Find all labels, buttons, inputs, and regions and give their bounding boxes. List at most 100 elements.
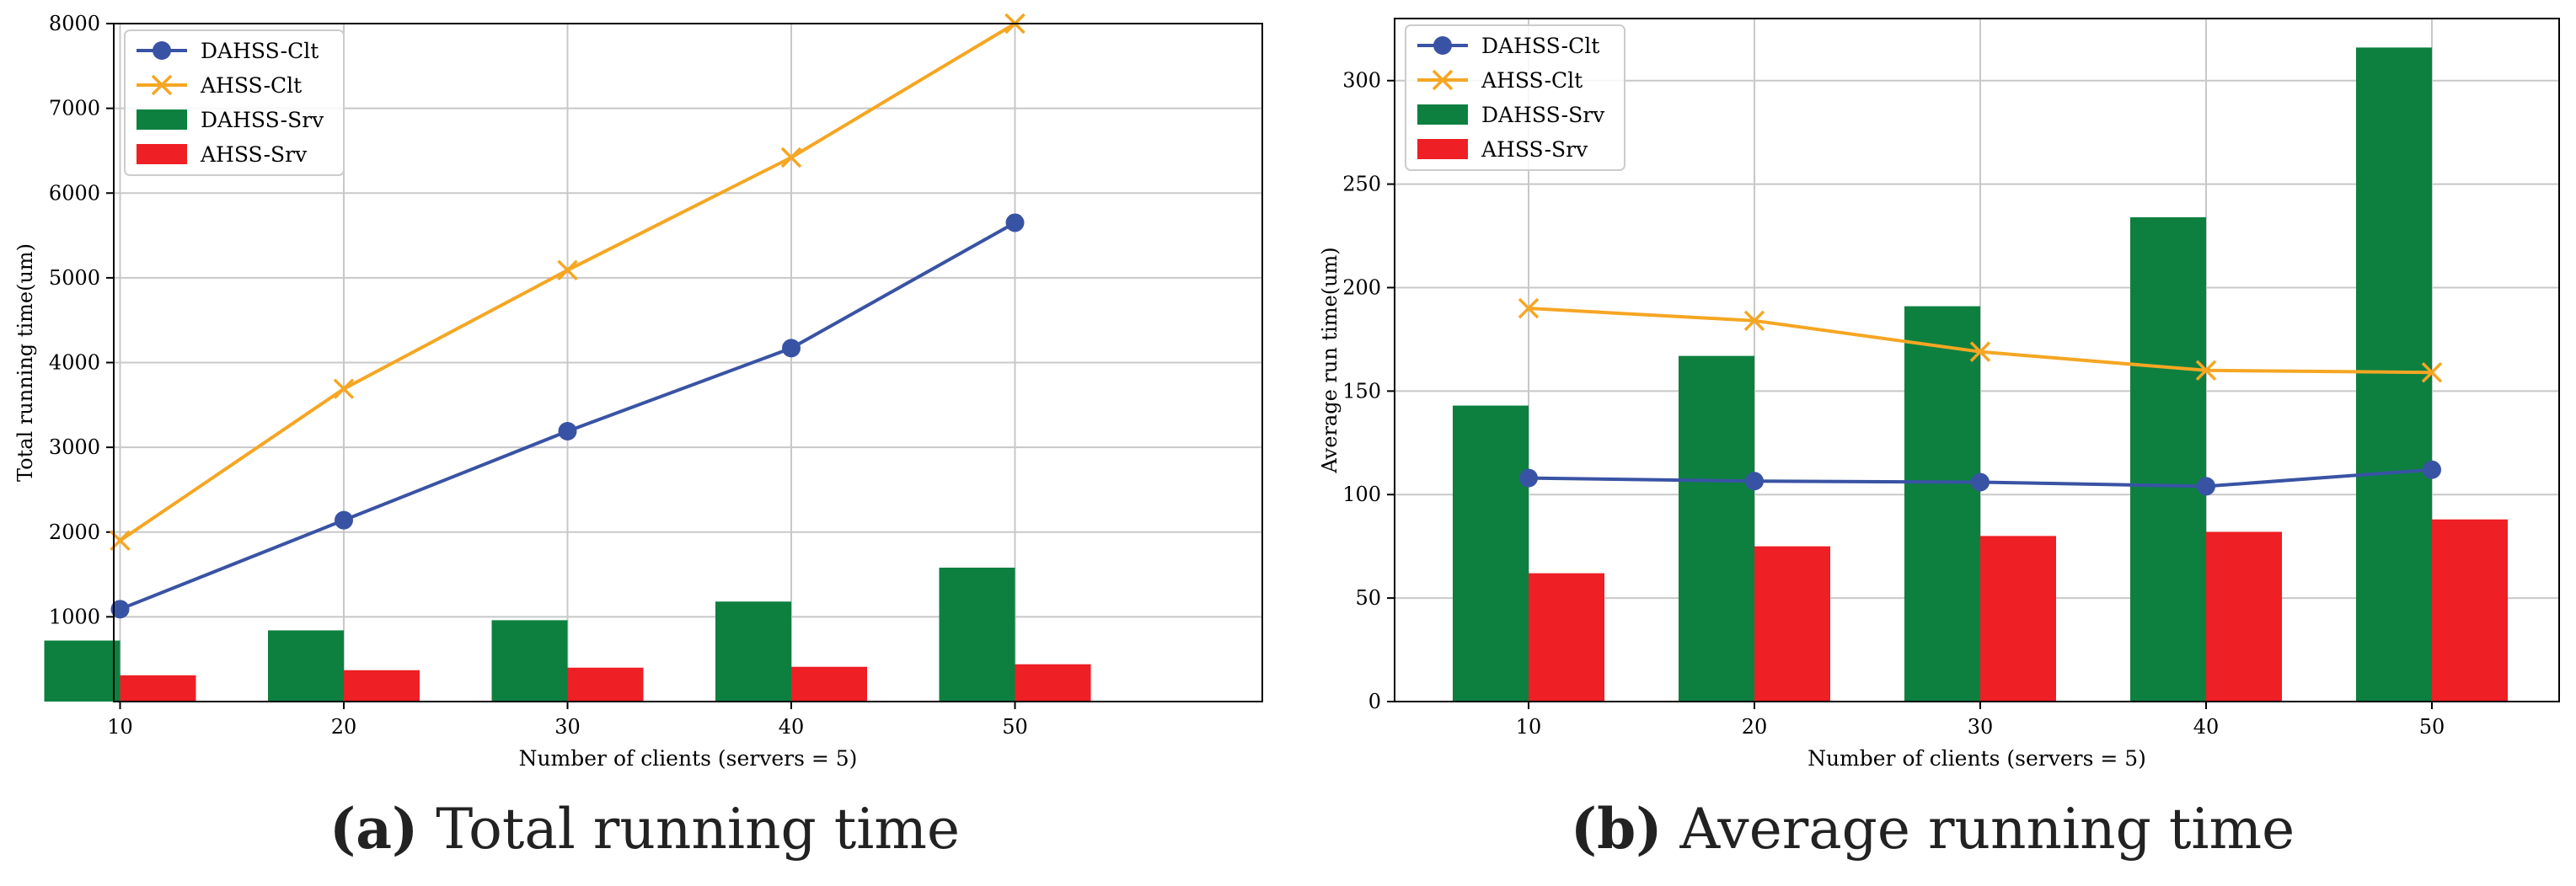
bar-ahss-srv bbox=[791, 666, 867, 702]
point-ahss-clt bbox=[1518, 297, 1540, 319]
chart-total-running-time: 1000 2000 3000 4000 5000 6000 7000 8000 10 20 30 40… bbox=[13, 12, 1263, 771]
legend-label: AHSS-Clt bbox=[200, 73, 302, 98]
caption-a-text: Total running time bbox=[436, 797, 960, 862]
bar-dahss-srv bbox=[1904, 306, 1980, 702]
point-dahss-clt bbox=[110, 600, 130, 619]
y-tick-label: 300 bbox=[1342, 69, 1381, 93]
legend-label: AHSS-Srv bbox=[1481, 137, 1588, 162]
x-tick-label: 30 bbox=[554, 715, 581, 739]
bar-ahss-srv bbox=[120, 675, 196, 702]
plot-frame bbox=[113, 23, 1263, 702]
legend-marker bbox=[153, 41, 171, 60]
x-tick-label: 30 bbox=[1968, 715, 1994, 739]
legend-swatch bbox=[137, 144, 187, 164]
point-dahss-clt bbox=[335, 510, 353, 530]
x-tick-label: 40 bbox=[779, 715, 805, 739]
point-ahss-clt bbox=[1969, 341, 1991, 362]
legend-item: AHSS-Clt bbox=[1417, 68, 1583, 93]
y-tick-label: 4000 bbox=[49, 351, 100, 375]
x-marker-stroke bbox=[2195, 360, 2217, 382]
caption-b: (b) Average running time bbox=[1289, 796, 2576, 862]
y-tick-label: 200 bbox=[1342, 275, 1381, 299]
point-ahss-clt bbox=[557, 259, 578, 281]
legend-label: DAHSS-Srv bbox=[201, 108, 324, 132]
point-ahss-clt bbox=[1743, 310, 1765, 332]
bar-dahss-srv bbox=[715, 601, 791, 702]
point-ahss-clt bbox=[2421, 362, 2443, 383]
bar-ahss-srv bbox=[2432, 519, 2508, 702]
x-tick-label: 40 bbox=[2193, 715, 2220, 739]
x-marker-stroke bbox=[1518, 297, 1540, 319]
bar-ahss-srv bbox=[344, 670, 420, 702]
point-ahss-clt bbox=[2195, 360, 2217, 382]
x-axis-label: Number of clients (servers = 5) bbox=[1807, 746, 2146, 771]
legend-marker bbox=[1433, 36, 1452, 55]
x-tick-label: 20 bbox=[1742, 715, 1768, 739]
point-dahss-clt bbox=[1745, 472, 1764, 491]
legend-label: DAHSS-Clt bbox=[201, 39, 319, 63]
y-tick-label: 6000 bbox=[49, 181, 100, 205]
x-tick-label: 10 bbox=[1516, 715, 1542, 739]
legend-label: AHSS-Srv bbox=[200, 142, 308, 167]
bar-dahss-srv bbox=[1453, 405, 1529, 702]
x-marker-stroke bbox=[780, 147, 802, 168]
lines bbox=[110, 13, 1026, 619]
point-dahss-clt bbox=[2423, 460, 2441, 479]
legend-box bbox=[1405, 24, 1625, 171]
plot-frame bbox=[1394, 18, 2560, 702]
point-ahss-clt bbox=[333, 378, 355, 399]
caption-b-label: (b) bbox=[1570, 796, 1663, 862]
lines bbox=[1518, 297, 2443, 496]
bar-ahss-srv bbox=[1980, 536, 2056, 702]
point-dahss-clt bbox=[1971, 472, 1990, 492]
legend: DAHSS-Clt AHSS-Clt DAHSS-Srv AHSS-Srv bbox=[1405, 24, 1625, 171]
y-tick-label: 3000 bbox=[49, 435, 100, 459]
bar-ahss-srv bbox=[1015, 664, 1091, 702]
caption-a-label: (a) bbox=[329, 796, 419, 862]
x-marker-stroke bbox=[557, 259, 578, 281]
y-tick-label: 250 bbox=[1342, 173, 1381, 196]
legend-swatch bbox=[1417, 104, 1468, 125]
legend-item: DAHSS-Srv bbox=[1417, 103, 1605, 127]
y-ticks: 1000 2000 3000 4000 5000 6000 7000 8000 bbox=[49, 12, 114, 628]
point-dahss-clt bbox=[2197, 477, 2215, 496]
x-tick-label: 50 bbox=[2419, 715, 2445, 739]
legend-item: AHSS-Clt bbox=[137, 73, 302, 98]
chart-average-running-time: 0 50 100 150 200 250 300 10 20 30 40 50 Number of cl… bbox=[1318, 18, 2560, 771]
legend-marker bbox=[1432, 69, 1454, 91]
bar-dahss-srv bbox=[2356, 47, 2432, 702]
legend-marker bbox=[151, 74, 173, 96]
legend: DAHSS-Clt AHSS-Clt DAHSS-Srv AHSS-Srv bbox=[124, 29, 345, 176]
point-ahss-clt bbox=[780, 147, 802, 168]
legend-item: DAHSS-Clt bbox=[1417, 34, 1599, 58]
x-marker-stroke bbox=[2421, 362, 2443, 383]
x-ticks: 10 20 30 40 50 bbox=[1516, 702, 2445, 739]
x-tick-label: 20 bbox=[331, 715, 357, 739]
y-tick-label: 50 bbox=[1355, 586, 1381, 610]
bar-ahss-srv bbox=[1754, 546, 1830, 702]
y-tick-label: 0 bbox=[1368, 690, 1381, 713]
bars bbox=[44, 568, 1091, 702]
y-tick-label: 5000 bbox=[49, 266, 100, 290]
bar-ahss-srv bbox=[567, 667, 644, 702]
legend-label: DAHSS-Srv bbox=[1481, 103, 1605, 127]
caption-a: (a) Total running time bbox=[0, 796, 1289, 862]
y-tick-label: 150 bbox=[1342, 379, 1381, 403]
point-dahss-clt bbox=[782, 339, 801, 358]
legend-box bbox=[124, 29, 345, 176]
bar-dahss-srv bbox=[1679, 355, 1754, 702]
x-marker-stroke bbox=[333, 378, 355, 399]
point-dahss-clt bbox=[1005, 213, 1025, 232]
caption-b-text: Average running time bbox=[1679, 797, 2295, 862]
bar-ahss-srv bbox=[2206, 531, 2282, 702]
legend-label: DAHSS-Clt bbox=[1481, 34, 1599, 58]
x-marker-stroke bbox=[1743, 310, 1765, 332]
point-dahss-clt bbox=[1519, 468, 1538, 488]
y-tick-label: 2000 bbox=[49, 520, 100, 544]
bar-dahss-srv bbox=[44, 640, 120, 702]
x-tick-label: 50 bbox=[1002, 715, 1028, 739]
legend-label: AHSS-Clt bbox=[1481, 68, 1583, 93]
y-tick-label: 7000 bbox=[49, 97, 100, 120]
bar-ahss-srv bbox=[1529, 573, 1604, 702]
